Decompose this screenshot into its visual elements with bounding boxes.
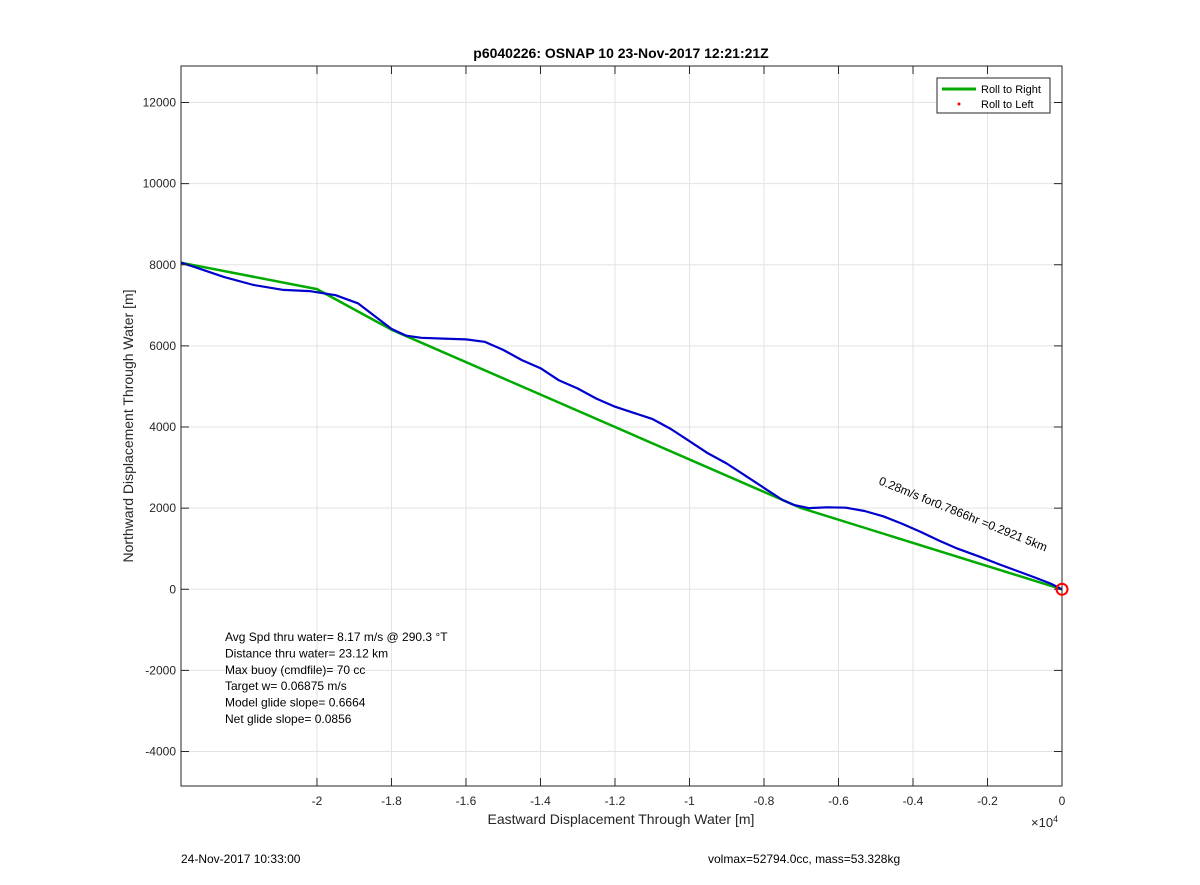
legend-swatch-roll-left <box>957 102 961 106</box>
y-axis-label: Northward Displacement Through Water [m] <box>120 289 136 562</box>
y-tick-label: 0 <box>169 582 176 596</box>
y-tick-label: 12000 <box>143 96 177 110</box>
footer-volmax-mass: volmax=52794.0cc, mass=53.328kg <box>708 852 901 866</box>
trajectory-line <box>180 261 1063 591</box>
y-tick-label: 10000 <box>143 177 177 191</box>
end-circle-marker <box>1055 582 1069 596</box>
x-tick-label: 0 <box>1059 794 1066 808</box>
x-tick-label: -1 <box>684 794 695 808</box>
stats-line: Distance thru water= 23.12 km <box>225 646 388 660</box>
axis-ticks: -2 -1.8 -1.6 -1.4 -1.2 -1 -0.8 -0.6 -0.4 -0.2 0 -40… <box>143 66 1066 808</box>
x-tick-label: -2 <box>312 794 323 808</box>
footer-timestamp: 24-Nov-2017 10:33:00 <box>181 852 301 866</box>
stats-line: Net glide slope= 0.0856 <box>225 712 352 726</box>
x-axis-label: Eastward Displacement Through Water [m] <box>488 811 755 827</box>
x-tick-label: -1.2 <box>605 794 626 808</box>
axes-frame <box>180 65 1063 787</box>
x-tick-label: -1.4 <box>530 794 551 808</box>
stats-line: Model glide slope= 0.6664 <box>225 696 366 710</box>
x-tick-label: -0.8 <box>754 794 775 808</box>
x-tick-label: -0.6 <box>828 794 849 808</box>
x-exponent-power: 4 <box>1053 814 1058 824</box>
y-tick-label: -4000 <box>145 745 176 759</box>
y-tick-label: 2000 <box>149 501 176 515</box>
stats-line: Target w= 0.06875 m/s <box>225 679 347 693</box>
legend-label-roll-right: Roll to Right <box>981 84 1041 96</box>
y-tick-label: -2000 <box>145 663 176 677</box>
x-axis-exponent: ×104 <box>1031 814 1058 830</box>
chart-title: p6040226: OSNAP 10 23-Nov-2017 12:21:21Z <box>473 45 769 61</box>
x-exponent-base: ×10 <box>1031 815 1053 830</box>
x-tick-label: -1.6 <box>456 794 477 808</box>
y-tick-label: 8000 <box>149 258 176 272</box>
stats-line: Avg Spd thru water= 8.17 m/s @ 290.3 °T <box>225 630 448 644</box>
x-tick-label: -0.2 <box>977 794 998 808</box>
series-layer <box>180 261 1063 591</box>
legend: Roll to Right Roll to Left <box>936 77 1051 114</box>
x-tick-label: -1.8 <box>381 794 402 808</box>
y-tick-label: 6000 <box>149 339 176 353</box>
x-tick-label: -0.4 <box>903 794 924 808</box>
stats-line: Max buoy (cmdfile)= 70 cc <box>225 663 365 677</box>
legend-box <box>936 77 1051 114</box>
legend-label-roll-left: Roll to Left <box>981 99 1034 111</box>
y-tick-label: 4000 <box>149 420 176 434</box>
plot-area <box>181 66 1062 786</box>
